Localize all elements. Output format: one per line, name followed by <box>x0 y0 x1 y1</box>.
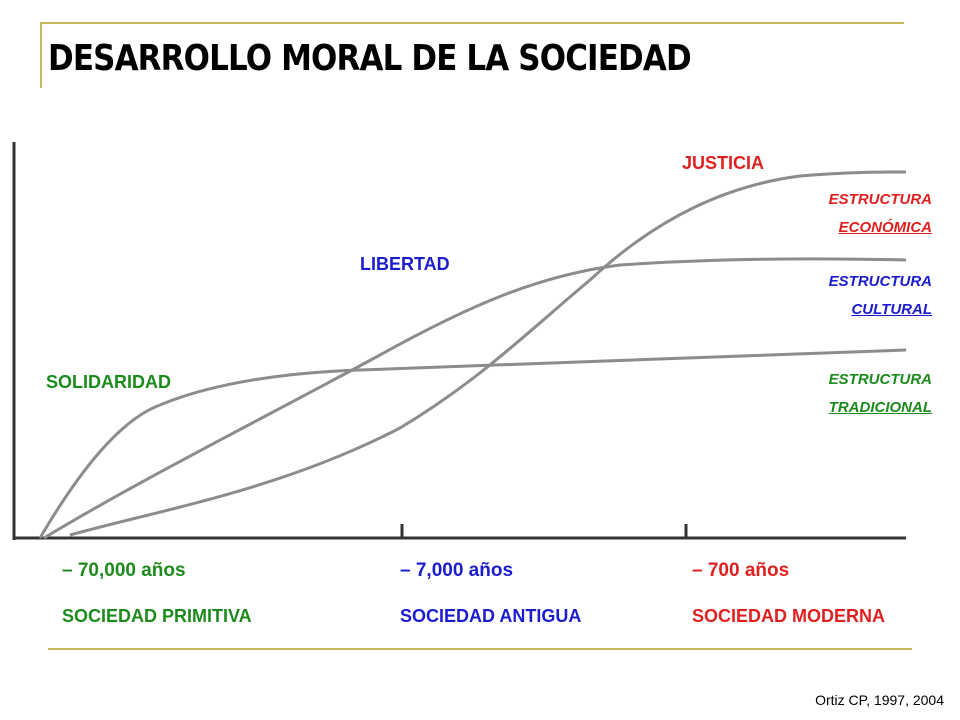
curve-justicia <box>69 170 907 537</box>
citation: Ortiz CP, 1997, 2004 <box>815 692 944 708</box>
era-name-antigua: SOCIEDAD ANTIGUA <box>400 606 582 626</box>
era-time-moderna: – 700 años <box>692 560 790 581</box>
curves <box>38 170 907 540</box>
structure-label-economica: ESTRUCTURA ECONÓMICA <box>829 186 932 242</box>
era-time-antigua: – 7,000 años <box>400 560 514 581</box>
curve-label-justicia: JUSTICIA <box>682 153 765 173</box>
page-title: DESARROLLO MORAL DE LA SOCIEDAD <box>48 38 692 79</box>
era-name-primitiva: SOCIEDAD PRIMITIVA <box>62 606 252 626</box>
bottom-rule <box>48 648 912 650</box>
axes <box>12 142 906 540</box>
curve-libertad <box>43 257 907 540</box>
era-time-primitiva: – 70,000 años <box>62 560 186 581</box>
structure-label-cultural-line2: CULTURAL <box>851 301 932 318</box>
curve-label-solidaridad: SOLIDARIDAD <box>46 372 171 392</box>
structure-label-cultural-line1: ESTRUCTURA <box>828 273 932 290</box>
curve-solidaridad <box>38 348 907 539</box>
structure-label-economica-line2: ECONÓMICA <box>838 219 932 236</box>
title-rule-top <box>40 22 904 24</box>
structure-label-cultural: ESTRUCTURA CULTURAL <box>829 268 932 324</box>
structure-label-tradicional: ESTRUCTURA TRADICIONAL <box>829 366 932 422</box>
structure-label-economica-line1: ESTRUCTURA <box>828 191 932 208</box>
curve-label-libertad: LIBERTAD <box>360 254 450 274</box>
title-rule-left <box>40 22 42 88</box>
structure-label-tradicional-line2: TRADICIONAL <box>828 399 932 416</box>
era-name-moderna: SOCIEDAD MODERNA <box>692 606 886 626</box>
structure-label-tradicional-line1: ESTRUCTURA <box>828 371 932 388</box>
